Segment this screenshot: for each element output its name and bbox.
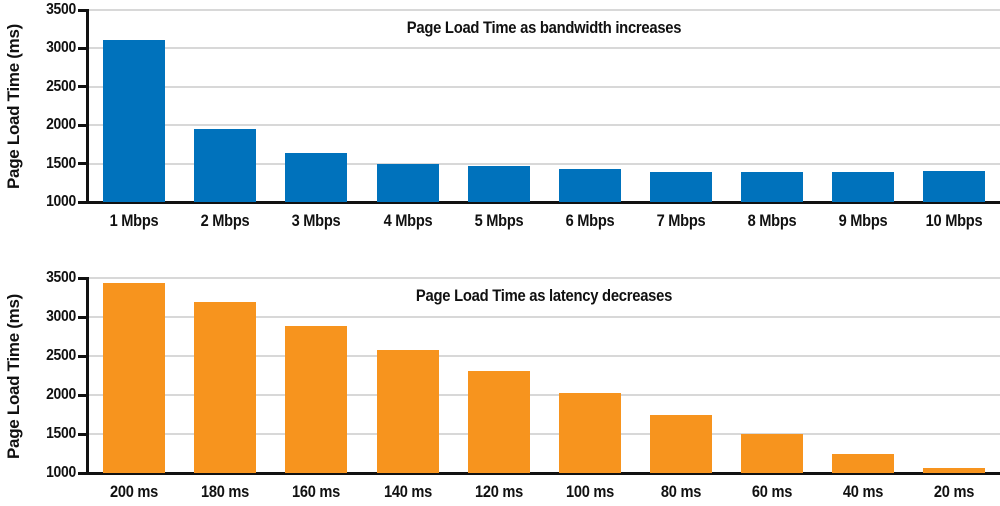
bar-10-mbps	[923, 171, 986, 202]
chart-latency: Page Load Time (ms) 1000 1500 2000 2500 3000 3…	[0, 253, 1000, 506]
y-tickmark-1000	[78, 200, 86, 204]
x-tick-label-7-mbps: 7 Mbps	[656, 211, 706, 230]
x-tick-label-120-ms: 120 ms	[474, 482, 523, 501]
bar-200-ms	[103, 283, 166, 473]
x-tick-label-6-mbps: 6 Mbps	[565, 211, 615, 230]
gridline-3000	[88, 316, 1000, 318]
chart-title: Page Load Time as latency decreases	[416, 286, 673, 305]
bar-9-mbps	[832, 171, 895, 202]
bar-5-mbps	[467, 165, 530, 202]
y-axis-line	[85, 9, 89, 204]
y-tick-label-3500: 3500	[46, 269, 76, 286]
bar-80-ms	[649, 415, 712, 473]
gridline-1500	[88, 162, 1000, 165]
x-tick-label-5-mbps: 5 Mbps	[474, 211, 524, 230]
y-tick-label-1500: 1500	[46, 154, 76, 172]
y-tickmark-3500	[78, 8, 86, 12]
x-tick-label-9-mbps: 9 Mbps	[838, 211, 888, 230]
y-tickmark-3000	[78, 315, 86, 319]
y-tickmark-1000	[78, 471, 86, 475]
bar-3-mbps	[285, 153, 348, 202]
x-tick-label-1-mbps: 1 Mbps	[109, 211, 159, 230]
y-tickmark-2500	[78, 354, 86, 358]
x-tick-label-8-mbps: 8 Mbps	[747, 211, 797, 230]
x-tick-label-100-ms: 100 ms	[565, 482, 614, 501]
bar-160-ms	[285, 326, 348, 473]
x-tick-label-180-ms: 180 ms	[201, 482, 250, 501]
bar-140-ms	[376, 349, 439, 473]
x-tick-label-160-ms: 160 ms	[292, 482, 341, 501]
y-tickmark-3500	[78, 276, 86, 280]
x-axis-line	[88, 471, 1000, 475]
y-axis-line	[85, 277, 89, 475]
gridline-2500	[88, 355, 1000, 357]
gridline-3500	[88, 277, 1000, 279]
bar-4-mbps	[376, 163, 439, 202]
y-axis-label: Page Load Time (ms)	[4, 24, 23, 190]
bar-7-mbps	[649, 172, 712, 202]
y-tickmark-1500	[78, 432, 86, 436]
x-axis-line	[88, 200, 1000, 204]
gridline-3500	[88, 9, 1000, 11]
x-tick-label-3-mbps: 3 Mbps	[291, 211, 341, 230]
bar-40-ms	[832, 454, 895, 473]
bar-8-mbps	[741, 172, 804, 202]
bar-1-mbps	[103, 39, 166, 202]
x-tick-label-80-ms: 80 ms	[660, 482, 702, 501]
bar-20-ms	[923, 467, 986, 473]
bar-120-ms	[467, 370, 530, 473]
gridline-2500	[88, 85, 1000, 88]
bar-6-mbps	[558, 169, 621, 202]
y-axis-label: Page Load Time (ms)	[4, 294, 23, 459]
gridline-2000	[88, 394, 1000, 396]
x-tick-label-40-ms: 40 ms	[843, 482, 884, 501]
x-tick-label-60-ms: 60 ms	[752, 482, 793, 501]
y-tickmark-2000	[78, 123, 86, 127]
y-tick-label-3500: 3500	[46, 1, 76, 18]
gridline-1500	[88, 433, 1000, 435]
y-tickmark-2500	[78, 85, 86, 89]
x-tick-label-140-ms: 140 ms	[383, 482, 432, 501]
y-tickmark-3000	[78, 46, 86, 50]
y-tick-label-3000: 3000	[46, 39, 76, 57]
bar-180-ms	[194, 302, 257, 473]
x-tick-label-20-ms: 20 ms	[934, 482, 975, 501]
gridline-3000	[88, 47, 1000, 50]
bar-100-ms	[558, 393, 621, 473]
y-tick-label-1500: 1500	[46, 425, 76, 442]
bar-2-mbps	[194, 129, 257, 202]
y-tick-label-2000: 2000	[46, 116, 76, 134]
y-tick-label-1000: 1000	[46, 193, 76, 210]
y-tickmark-2000	[78, 393, 86, 397]
y-tick-label-1000: 1000	[46, 464, 76, 481]
x-tick-label-2-mbps: 2 Mbps	[200, 211, 250, 230]
x-tick-label-4-mbps: 4 Mbps	[383, 211, 432, 230]
y-tick-label-2500: 2500	[46, 77, 76, 95]
y-tickmark-1500	[78, 162, 86, 166]
y-tick-label-3000: 3000	[46, 308, 76, 325]
y-tick-label-2000: 2000	[46, 386, 76, 403]
gridline-2000	[88, 124, 1000, 127]
y-tick-label-2500: 2500	[46, 347, 76, 364]
chart-title: Page Load Time as bandwidth increases	[407, 18, 682, 37]
x-tick-label-10-mbps: 10 Mbps	[926, 211, 983, 230]
chart-bandwidth: Page Load Time (ms) 1000 1500 2000 2500 3000 3…	[4, 1, 1000, 230]
x-tick-label-200-ms: 200 ms	[110, 482, 159, 501]
bar-60-ms	[741, 434, 804, 473]
